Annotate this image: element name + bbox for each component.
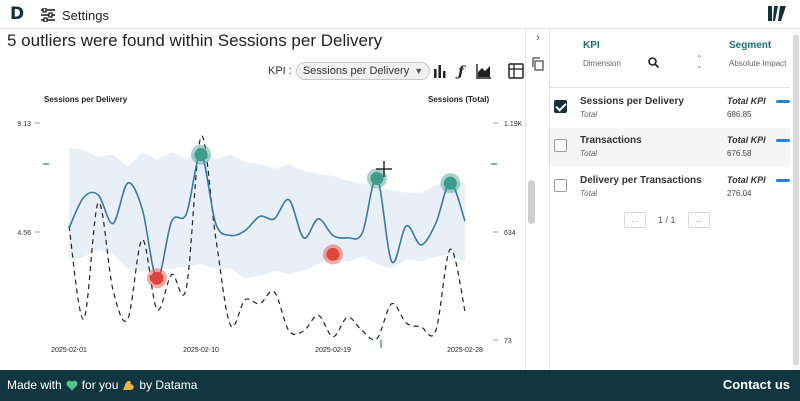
left-tick-label: 9.13 — [17, 121, 31, 128]
column-header-dimension: Dimension — [583, 59, 621, 68]
row-kpi-label: Total KPI — [727, 96, 766, 106]
datama-logo: D — [10, 4, 25, 24]
right-axis-title: Sessions (Total) — [428, 95, 490, 104]
heart-icon — [66, 380, 78, 390]
column-header-absolute-impact: Absolute Impact — [729, 59, 787, 68]
row-name: Delivery per Transactions — [580, 175, 702, 186]
right-tick-label: 634 — [504, 230, 516, 237]
right-tick-label: 1.19K — [504, 121, 523, 128]
chart-scrollbar[interactable] — [528, 180, 535, 224]
sliders-icon — [41, 8, 55, 22]
made-with-text: Made with for you by Datama — [7, 378, 197, 392]
row-sub: Total — [580, 110, 598, 119]
outlier-marker[interactable] — [326, 247, 340, 261]
contact-us-link[interactable]: Contact us — [722, 377, 790, 392]
x-tick-label: 2025-02-10 — [183, 347, 219, 354]
area-chart-icon[interactable] — [476, 63, 492, 79]
row-name: Transactions — [580, 135, 642, 146]
chevron-right-icon[interactable]: › — [536, 32, 540, 44]
next-page-button[interactable]: ... — [687, 212, 710, 228]
kpi-side-panel: KPI Dimension ⌃ ⌄ Segment Absolute Impact… — [550, 29, 790, 370]
row-value: 276.04 — [727, 189, 752, 198]
outlier-marker[interactable] — [150, 271, 164, 285]
settings-button[interactable]: Settings — [40, 5, 109, 25]
impact-bar — [776, 179, 790, 182]
column-header-segment[interactable]: Segment — [729, 40, 772, 51]
right-tick-label: 73 — [504, 338, 512, 345]
kpi-select-value: Sessions per Delivery — [302, 65, 410, 77]
kpi-select[interactable]: Sessions per Delivery ▼ — [295, 62, 431, 80]
svg-text:ƒ: ƒ — [455, 64, 467, 79]
x-tick-label: 2025-02-28 — [447, 347, 483, 354]
panel-divider — [549, 29, 550, 370]
left-tick-label: 4.56 — [17, 230, 31, 237]
sort-icon[interactable]: ⌃ ⌄ — [696, 54, 703, 70]
row-checkbox[interactable] — [554, 179, 567, 192]
outlier-chart-svg: Sessions per Delivery Sessions (Total) 9… — [17, 95, 523, 354]
row-kpi-label: Total KPI — [727, 175, 766, 185]
list-item[interactable]: Transactions Total Total KPI 676.58 — [550, 128, 790, 166]
pagination: ... 1 / 1 ... — [624, 212, 710, 228]
header-divider — [550, 87, 790, 88]
bar-chart-icon[interactable] — [433, 63, 449, 79]
table-icon[interactable] — [508, 63, 524, 79]
page-scrollbar[interactable] — [792, 29, 800, 370]
crosshair-cursor — [376, 161, 392, 177]
function-icon[interactable]: ƒ — [455, 63, 471, 79]
row-checkbox[interactable] — [554, 100, 567, 113]
page-indicator: 1 / 1 — [658, 215, 676, 225]
impact-bar — [776, 100, 790, 103]
impact-bar — [776, 139, 790, 142]
made-with-label: Made with — [7, 378, 62, 392]
row-checkbox[interactable] — [554, 139, 567, 152]
by-datama-label: by Datama — [139, 378, 198, 392]
outlier-marker[interactable] — [443, 176, 457, 190]
page-title: 5 outliers were found within Sessions pe… — [7, 31, 383, 50]
for-you-label: for you — [81, 378, 119, 392]
confidence-band — [69, 147, 465, 279]
chevron-down-icon: ▼ — [414, 66, 424, 76]
kpi-label: KPI : — [268, 65, 292, 77]
row-value: 676.58 — [727, 149, 752, 158]
prev-page-button[interactable]: ... — [624, 212, 646, 228]
x-tick-label: 2025-02-01 — [51, 347, 87, 354]
left-axis-title: Sessions per Delivery — [44, 95, 128, 104]
brand-mark-icon — [768, 6, 786, 21]
outlier-chart: Sessions per Delivery Sessions (Total) 9… — [0, 88, 525, 358]
outlier-marker[interactable] — [194, 148, 208, 162]
column-header-kpi[interactable]: KPI — [583, 40, 600, 51]
row-value: 686.85 — [727, 110, 752, 119]
row-sub: Total — [580, 189, 598, 198]
row-sub: Total — [580, 149, 598, 158]
list-item[interactable]: Delivery per Transactions Total Total KP… — [550, 168, 790, 206]
chart-panel-divider — [525, 29, 526, 370]
search-icon[interactable] — [648, 57, 659, 68]
top-bar: D Settings — [0, 0, 800, 29]
x-tick-label: 2025-02-19 — [315, 347, 351, 354]
flexed-arm-icon — [123, 381, 135, 390]
row-name: Sessions per Delivery — [580, 96, 684, 107]
page-scrollbar-thumb[interactable] — [793, 35, 799, 365]
sessions-per-delivery-series-line — [68, 153, 466, 280]
footer: Made with for you by Datama Contact us — [0, 370, 800, 401]
kpi-selector-row: KPI : Sessions per Delivery ▼ — [268, 62, 431, 80]
copy-icon[interactable] — [530, 56, 546, 72]
list-item[interactable]: Sessions per Delivery Total Total KPI 68… — [550, 89, 790, 127]
settings-label: Settings — [62, 7, 109, 23]
row-kpi-label: Total KPI — [727, 135, 766, 145]
outlier-marker[interactable] — [370, 171, 384, 185]
